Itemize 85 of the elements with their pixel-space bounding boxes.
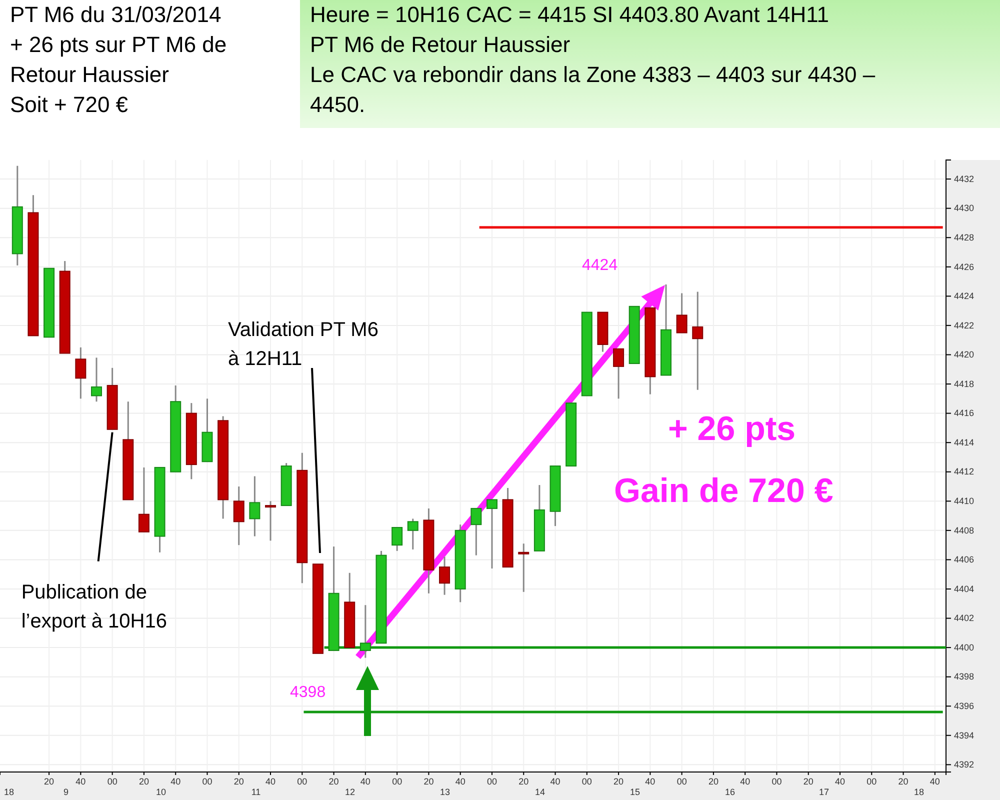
candlestick <box>470 508 482 556</box>
y-tick-label: 4432 <box>954 174 974 184</box>
x-tick-label: 40 <box>835 776 846 786</box>
candlestick <box>360 604 371 659</box>
candlestick <box>138 466 150 533</box>
x-tick-label: 20 <box>138 776 149 786</box>
y-tick-label: 4430 <box>954 203 974 214</box>
x-tick-label: 00 <box>486 776 497 786</box>
x-tick-label: 40 <box>170 776 181 786</box>
y-tick-label: 4408 <box>954 525 974 536</box>
candlestick <box>233 486 244 546</box>
y-tick-label: 4428 <box>954 232 974 242</box>
chart-title: PT M6 du 31/03/2014 + 26 pts sur PT M6 de Retour Haussier Soit + 720 € <box>10 2 227 117</box>
text: 13 <box>440 787 450 797</box>
text: 15 <box>630 787 640 797</box>
x-tick-label: 40 <box>645 776 656 786</box>
annotation: 4424 <box>582 257 618 274</box>
text: 16 <box>724 787 736 797</box>
candlestick <box>518 542 530 593</box>
x-tick-label: 00 <box>297 776 308 786</box>
x-tick-label: 40 <box>266 776 276 786</box>
x-tick-label: 20 <box>898 776 908 786</box>
text: 17 <box>818 787 830 797</box>
chart-subtitle: Heure = 10H16 CAC = 4415 SI 4403.80 Avant 14H11 PT M6 de Retour Haussier Le CAC va rebondir dans la Zone 4383 – 4403 sur 4430 – 4450. <box>310 2 876 117</box>
x-tick-label: 40 <box>930 776 940 786</box>
y-tick-label: 4412 <box>954 466 974 477</box>
annotation: Publication de l’export à 10H16 <box>21 581 167 632</box>
x-tick-label: 00 <box>772 776 782 786</box>
candlestick <box>486 498 498 570</box>
candlestick <box>91 356 102 402</box>
x-tick-label: 20 <box>518 776 529 786</box>
text: 10 <box>156 787 166 797</box>
y-tick-label: 4414 <box>954 437 974 448</box>
candlestick <box>392 526 403 552</box>
candlestick <box>613 348 624 400</box>
text: 14 <box>534 787 546 797</box>
candlestick <box>407 518 418 550</box>
candlestick <box>265 500 276 542</box>
y-tick-label: 4420 <box>954 350 974 360</box>
y-tick-label: 4400 <box>954 642 974 652</box>
x-tick-label: 00 <box>582 776 592 786</box>
x-tick-label: 20 <box>614 776 624 786</box>
candlestick <box>676 292 688 334</box>
y-tick-label: 4410 <box>954 496 974 506</box>
y-tick-label: 4398 <box>954 672 974 682</box>
x-tick-label: 20 <box>234 776 244 786</box>
y-tick-label: 4402 <box>954 613 974 624</box>
y-tick-label: 4422 <box>954 320 974 330</box>
candlestick <box>692 291 704 391</box>
x-tick-label: 00 <box>866 776 877 786</box>
annotation: Validation PT M6 à 12H11 <box>228 319 378 370</box>
text: 12 <box>344 787 356 797</box>
x-tick-label: 00 <box>392 776 402 786</box>
annotation: 4398 <box>290 684 326 701</box>
y-tick-label: 4396 <box>954 700 974 711</box>
candlestick <box>75 346 86 400</box>
x-tick-label: 20 <box>708 776 718 786</box>
text: 18 <box>4 787 14 797</box>
y-tick-label: 4406 <box>954 554 974 565</box>
x-tick-label: 40 <box>76 776 86 786</box>
x-tick-label: 40 <box>360 776 370 786</box>
x-tick-label: 00 <box>676 776 687 786</box>
x-tick-label: 00 <box>107 776 118 786</box>
x-tick-label: 00 <box>202 776 212 786</box>
x-tick-label: 40 <box>740 776 750 786</box>
candlestick <box>439 556 450 596</box>
x-tick-label: 20 <box>44 776 54 786</box>
text: 9 <box>63 787 69 797</box>
x-tick-label: 20 <box>424 776 434 786</box>
y-tick-label: 4404 <box>954 584 974 594</box>
y-tick-label: 4416 <box>954 408 974 418</box>
x-tick-label: 20 <box>803 776 814 786</box>
annotation: Gain de 720 € <box>614 472 834 510</box>
x-tick-label: 40 <box>550 776 560 786</box>
y-tick-label: 4394 <box>954 730 974 740</box>
x-tick-label: 40 <box>455 776 466 786</box>
y-tick-label: 4392 <box>954 760 974 770</box>
text: 18 <box>914 787 924 797</box>
x-tick-label: 20 <box>328 776 339 786</box>
y-tick-label: 4426 <box>954 262 974 272</box>
y-tick-label: 4418 <box>954 378 974 389</box>
y-tick-label: 4424 <box>954 291 974 302</box>
annotation: + 26 pts <box>668 410 796 448</box>
candlestick <box>249 476 260 538</box>
text: 11 <box>251 787 261 797</box>
